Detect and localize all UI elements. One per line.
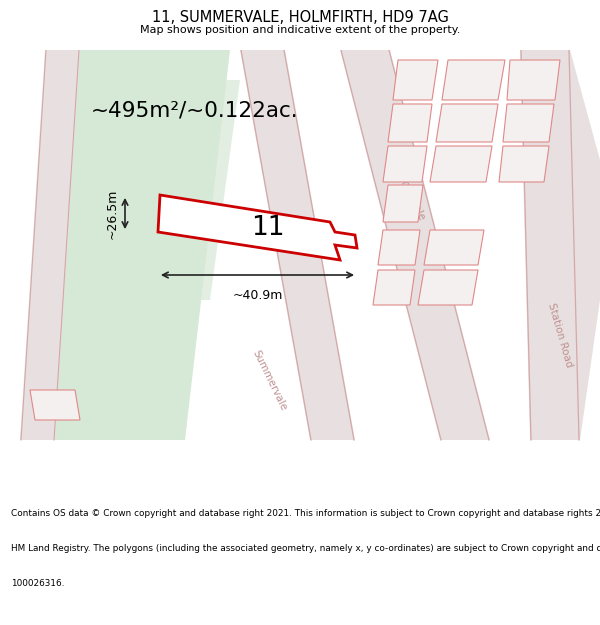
Polygon shape bbox=[503, 104, 554, 142]
Polygon shape bbox=[418, 270, 478, 305]
Text: Map shows position and indicative extent of the property.: Map shows position and indicative extent… bbox=[140, 25, 460, 35]
Polygon shape bbox=[125, 80, 240, 300]
Text: ~40.9m: ~40.9m bbox=[232, 289, 283, 302]
Polygon shape bbox=[20, 50, 230, 440]
Polygon shape bbox=[388, 104, 432, 142]
Polygon shape bbox=[340, 50, 490, 440]
Polygon shape bbox=[383, 185, 423, 222]
Polygon shape bbox=[442, 60, 505, 100]
Polygon shape bbox=[507, 60, 560, 100]
Polygon shape bbox=[424, 230, 484, 265]
Text: 11: 11 bbox=[251, 215, 285, 241]
Polygon shape bbox=[240, 50, 355, 440]
Polygon shape bbox=[383, 146, 427, 182]
Text: ~495m²/~0.122ac.: ~495m²/~0.122ac. bbox=[91, 100, 299, 120]
Polygon shape bbox=[436, 104, 498, 142]
Polygon shape bbox=[499, 146, 549, 182]
Text: Station Road: Station Road bbox=[546, 302, 574, 368]
Polygon shape bbox=[373, 270, 415, 305]
Polygon shape bbox=[20, 50, 80, 440]
Text: 11, SUMMERVALE, HOLMFIRTH, HD9 7AG: 11, SUMMERVALE, HOLMFIRTH, HD9 7AG bbox=[152, 10, 448, 25]
Text: 100026316.: 100026316. bbox=[11, 579, 64, 587]
Polygon shape bbox=[430, 146, 492, 182]
Text: ~26.5m: ~26.5m bbox=[106, 188, 119, 239]
Text: Summervale: Summervale bbox=[389, 158, 427, 222]
Polygon shape bbox=[30, 390, 80, 420]
Text: Contains OS data © Crown copyright and database right 2021. This information is : Contains OS data © Crown copyright and d… bbox=[11, 509, 600, 518]
Polygon shape bbox=[378, 230, 420, 265]
Polygon shape bbox=[520, 50, 600, 440]
Text: HM Land Registry. The polygons (including the associated geometry, namely x, y c: HM Land Registry. The polygons (includin… bbox=[11, 544, 600, 552]
Text: Summervale: Summervale bbox=[251, 348, 289, 412]
Polygon shape bbox=[158, 195, 357, 260]
Polygon shape bbox=[393, 60, 438, 100]
